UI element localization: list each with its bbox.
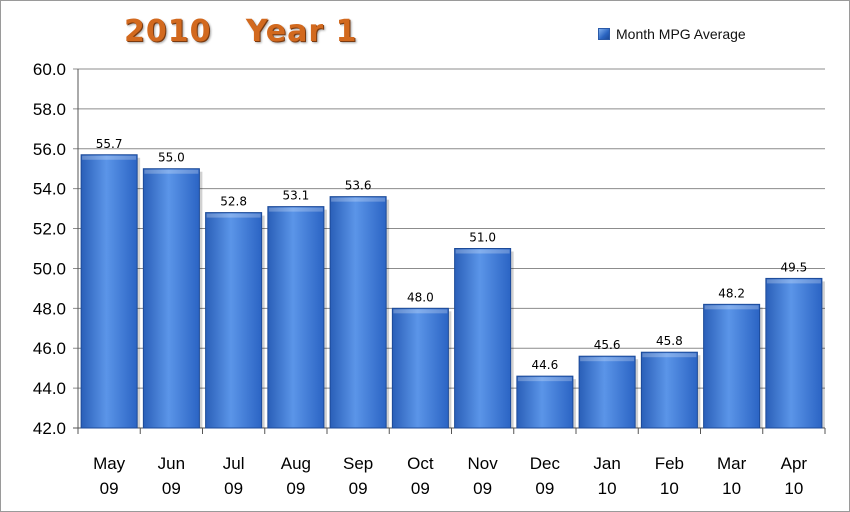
y-tick-label: 44.0 <box>33 379 66 398</box>
x-tick-label-month: Aug <box>281 454 311 473</box>
bar <box>640 351 698 429</box>
y-tick-label: 56.0 <box>33 140 66 159</box>
x-tick-label-year: 10 <box>598 479 617 498</box>
bar <box>454 248 512 429</box>
data-label: 44.6 <box>532 358 559 372</box>
bar <box>142 168 200 429</box>
y-tick-label: 46.0 <box>33 339 66 358</box>
x-tick-label-year: 10 <box>660 479 679 498</box>
x-tick-label-month: Dec <box>530 454 561 473</box>
data-label: 48.0 <box>407 290 434 304</box>
x-tick-label-month: Jan <box>593 454 620 473</box>
data-label: 55.7 <box>96 137 123 151</box>
bar-highlight <box>455 249 510 254</box>
legend-swatch <box>598 28 610 40</box>
chart-title: 2010 Year 1 <box>124 14 358 49</box>
x-tick-label-year: 09 <box>535 479 554 498</box>
y-tick-label: 58.0 <box>33 100 66 119</box>
x-tick-label-year: 09 <box>473 479 492 498</box>
bar-highlight <box>393 309 448 314</box>
data-label: 49.5 <box>781 260 808 274</box>
data-label: 53.6 <box>345 179 372 193</box>
legend: Month MPG Average <box>598 26 746 42</box>
y-tick-label: 50.0 <box>33 259 66 278</box>
bar <box>516 375 574 429</box>
bar-highlight <box>580 357 635 362</box>
data-label: 45.8 <box>656 334 683 348</box>
data-label: 51.0 <box>469 231 496 245</box>
y-tick-label: 54.0 <box>33 180 66 199</box>
bar <box>80 154 138 429</box>
y-tick-label: 42.0 <box>33 419 66 438</box>
data-label: 53.1 <box>283 189 310 203</box>
bar-highlight <box>704 305 759 310</box>
bar-highlight <box>206 213 261 218</box>
data-label: 45.6 <box>594 338 621 352</box>
bar-highlight <box>82 155 137 160</box>
data-label: 55.0 <box>158 151 185 165</box>
bar-highlight <box>331 197 386 202</box>
x-tick-label-month: Jul <box>223 454 245 473</box>
data-label: 48.2 <box>718 286 745 300</box>
bar <box>205 212 263 429</box>
y-tick-label: 48.0 <box>33 299 66 318</box>
x-tick-label-year: 09 <box>349 479 368 498</box>
x-tick-label-year: 09 <box>100 479 119 498</box>
bar-highlight <box>766 279 821 284</box>
x-tick-label-month: Sep <box>343 454 373 473</box>
x-tick-label-month: Mar <box>717 454 747 473</box>
y-tick-label: 60.0 <box>33 60 66 79</box>
x-tick-label-year: 10 <box>722 479 741 498</box>
bar <box>578 355 636 429</box>
bar <box>267 206 325 429</box>
x-tick-label-month: Feb <box>655 454 684 473</box>
y-tick-label: 52.0 <box>33 220 66 239</box>
x-tick-label-year: 09 <box>162 479 181 498</box>
x-tick-label-year: 09 <box>411 479 430 498</box>
x-tick-label-month: Jun <box>158 454 185 473</box>
x-tick-label-year: 10 <box>784 479 803 498</box>
bar <box>703 303 761 429</box>
data-label: 52.8 <box>220 195 247 209</box>
x-tick-label-month: Oct <box>407 454 434 473</box>
legend-label: Month MPG Average <box>616 26 746 42</box>
bar-highlight <box>144 169 199 174</box>
bar-highlight <box>642 353 697 358</box>
bar-highlight <box>517 377 572 382</box>
bar <box>391 307 449 429</box>
x-tick-label-year: 09 <box>224 479 243 498</box>
bar <box>329 196 387 429</box>
x-tick-label-month: May <box>93 454 126 473</box>
x-tick-label-month: Apr <box>781 454 808 473</box>
bar <box>765 277 823 429</box>
x-tick-label-year: 09 <box>286 479 305 498</box>
x-tick-label-month: Nov <box>468 454 499 473</box>
bar-highlight <box>268 207 323 212</box>
